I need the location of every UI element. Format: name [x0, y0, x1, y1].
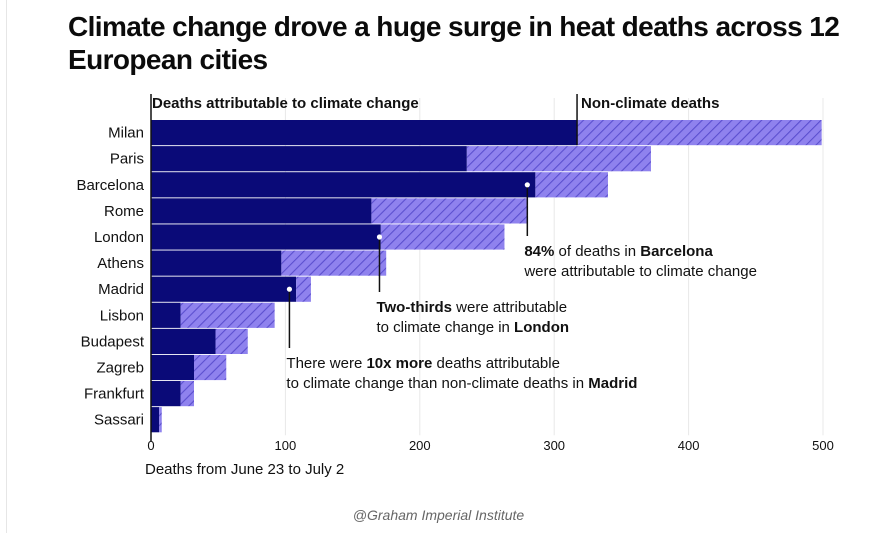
bar-climate-rome	[151, 198, 372, 224]
bar-climate-madrid	[151, 276, 297, 302]
annotation-dot-london	[376, 234, 383, 240]
annotation-segment: to climate change in	[376, 319, 514, 336]
category-label-frankfurt: Frankfurt	[84, 386, 145, 403]
annotation-segment: Two-thirds	[376, 299, 452, 316]
category-label-paris: Paris	[110, 151, 144, 168]
bar-nonclimate-lisbon	[180, 302, 275, 328]
bar-nonclimate-london	[380, 224, 505, 250]
x-tick-label-0: 0	[147, 438, 154, 453]
x-tick-label-200: 200	[409, 438, 431, 453]
bar-climate-zagreb	[151, 354, 195, 381]
bar-nonclimate-barcelona	[535, 172, 608, 198]
annotation-segment: deaths attributable	[432, 355, 560, 372]
annotation-segment: were attributable	[452, 299, 567, 316]
bar-climate-london	[151, 224, 381, 250]
annotation-segment: were attributable to climate change	[523, 263, 757, 280]
annotation-text-madrid-line-2: to climate change than non-climate death…	[286, 375, 637, 392]
annotation-text-london-line-2: to climate change in London	[376, 319, 569, 336]
bars	[151, 120, 822, 433]
category-label-london: London	[94, 229, 144, 246]
axes: Milan Paris Barcelona Rome London Athens Madri…	[76, 120, 834, 478]
x-tick-label-100: 100	[275, 438, 297, 453]
annotation-dot-madrid	[286, 286, 293, 292]
annotation-segment: Barcelona	[640, 243, 713, 260]
legend-nonclimate-label: Non-climate deaths	[581, 95, 719, 112]
category-label-barcelona: Barcelona	[76, 177, 144, 194]
annotation-segment: London	[514, 319, 569, 336]
bar-nonclimate-zagreb	[194, 354, 227, 381]
category-label-budapest: Budapest	[81, 333, 145, 350]
annotation-segment: to climate change than non-climate death…	[286, 375, 588, 392]
legend-climate-label: Deaths attributable to climate change	[152, 95, 419, 112]
bar-climate-budapest	[151, 328, 216, 354]
bar-nonclimate-frankfurt	[180, 381, 195, 407]
category-label-rome: Rome	[104, 203, 144, 220]
annotation-text-barcelona-line-2: were attributable to climate change	[523, 263, 757, 280]
bar-climate-barcelona	[151, 172, 536, 198]
category-label-athens: Athens	[97, 255, 144, 272]
bar-nonclimate-athens	[281, 250, 387, 276]
annotation-segment: 10x more	[366, 355, 432, 372]
bar-nonclimate-paris	[466, 146, 651, 172]
page-edge-divider	[6, 0, 7, 533]
category-label-zagreb: Zagreb	[96, 360, 144, 377]
annotation-text-london-line-1: Two-thirds were attributable	[376, 299, 567, 316]
bar-climate-sassari	[151, 407, 160, 433]
x-tick-label-400: 400	[678, 438, 700, 453]
annotation-segment: 84%	[524, 243, 554, 260]
bar-nonclimate-madrid	[296, 276, 311, 302]
annotation-segment: There were	[286, 355, 366, 372]
annotation-dot-barcelona	[524, 182, 530, 188]
bar-climate-milan	[151, 120, 578, 146]
category-label-sassari: Sassari	[94, 412, 144, 429]
annotation-segment: of deaths in	[554, 243, 640, 260]
annotations: 84% of deaths in Barcelona were attributa…	[286, 182, 757, 392]
annotation-text-barcelona-line-1: 84% of deaths in Barcelona	[524, 243, 713, 260]
bar-climate-paris	[151, 146, 467, 172]
chart-title: Climate change drove a huge surge in hea…	[68, 11, 840, 75]
legend: Deaths attributable to climate change Non…	[150, 94, 719, 146]
x-axis-label: Deaths from June 23 to July 2	[145, 461, 344, 478]
bar-nonclimate-milan	[577, 120, 822, 146]
bar-nonclimate-rome	[371, 198, 528, 224]
annotation-text-madrid-line-1: There were 10x more deaths attributable	[286, 355, 560, 372]
image-credit: @Graham Imperial Institute	[352, 507, 525, 523]
category-label-madrid: Madrid	[98, 281, 144, 298]
annotation-segment: Madrid	[588, 375, 637, 392]
bar-nonclimate-sassari	[159, 407, 162, 433]
bar-nonclimate-budapest	[215, 328, 248, 354]
bar-climate-athens	[151, 250, 282, 276]
bar-climate-lisbon	[151, 302, 181, 328]
bar-climate-frankfurt	[151, 381, 181, 407]
category-label-milan: Milan	[108, 125, 144, 142]
category-label-lisbon: Lisbon	[100, 307, 144, 324]
x-tick-label-500: 500	[812, 438, 834, 453]
x-tick-label-300: 300	[543, 438, 565, 453]
stacked-bar-chart: 84% of deaths in Barcelona were attributa…	[76, 94, 834, 478]
